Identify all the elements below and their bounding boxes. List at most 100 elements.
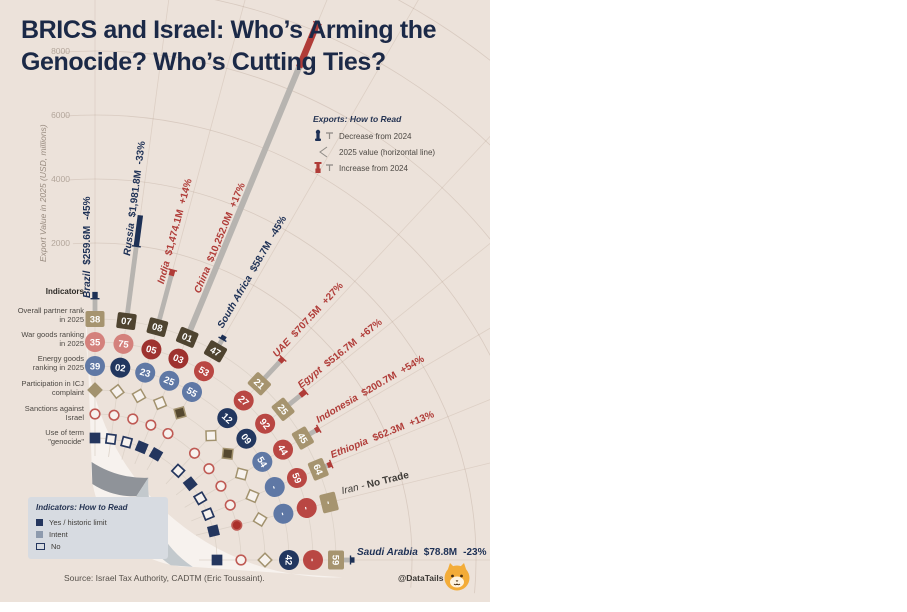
- overall-rank-marker: [307, 458, 329, 481]
- cap-2025-UAE: [279, 354, 287, 362]
- change-segment-China: [296, 21, 321, 69]
- open-square-icon: [36, 542, 45, 550]
- svg-text:35: 35: [90, 337, 101, 348]
- cap-2025-India: [168, 268, 178, 272]
- svg-text:23: 23: [138, 367, 151, 380]
- genocide-marker: [170, 463, 186, 479]
- axis-tick-2000: 2000: [51, 238, 70, 248]
- legend-item-yes: Yes / historic limit: [36, 516, 160, 528]
- sanctions-marker: [145, 419, 157, 431]
- svg-text:02: 02: [114, 362, 126, 374]
- value-line-India: [156, 275, 174, 324]
- svg-text:08: 08: [151, 321, 164, 334]
- sanctions-marker: [108, 409, 120, 421]
- sanctions-marker: [203, 463, 215, 475]
- svg-text:03: 03: [171, 352, 185, 366]
- war-rank-marker: [85, 332, 105, 352]
- overall-rank-marker: [116, 312, 137, 330]
- energy-rank-marker: [252, 451, 273, 472]
- svg-text:59: 59: [289, 471, 303, 485]
- icj-marker: [109, 383, 125, 400]
- country-label-Ethiopia: Ethiopia$62.3M+13%: [329, 409, 436, 461]
- indicator-label-war-goods: War goods ranking in 2025: [21, 330, 84, 348]
- legend-label-increase: Increase from 2024: [339, 163, 408, 173]
- war-rank-marker: [255, 413, 276, 434]
- overall-rank-marker: [328, 550, 344, 570]
- axis-tick-4000: 4000: [51, 174, 70, 184]
- energy-rank-marker: [279, 550, 299, 570]
- country-label-India: India$1,474.1M+14%: [156, 177, 195, 285]
- energy-rank-marker: [182, 381, 202, 402]
- overall-rank-marker: [85, 311, 105, 327]
- change-segment-UAE: [277, 356, 285, 364]
- war-rank-marker: [233, 390, 254, 411]
- cat-mascot-icon: [442, 562, 472, 597]
- svg-text:-: -: [322, 500, 333, 506]
- svg-text:-: -: [300, 505, 311, 511]
- source-note: Source: Israel Tax Authority, CADTM (Eri…: [64, 573, 265, 583]
- indicator-label-sanctions: Sanctions against Israel: [24, 404, 84, 422]
- sanctions-marker: [235, 554, 247, 566]
- value-line-Russia: [124, 245, 139, 317]
- title-line-1: BRICS and Israel: Who’s Arming the: [21, 16, 437, 44]
- energy-rank-marker: [85, 356, 105, 376]
- overall-rank-marker: [291, 426, 314, 450]
- sanctions-marker: [215, 480, 227, 492]
- change-segment-Egypt: [298, 389, 308, 398]
- country-label-Saudi Arabia: Saudi Arabia $78.8M -23%: [357, 547, 487, 558]
- svg-text:05: 05: [145, 344, 159, 358]
- legend-item-intent: Intent: [36, 528, 160, 540]
- overall-rank-marker: [271, 397, 295, 421]
- sanctions-marker: [89, 408, 101, 420]
- value-axis-title: Export Value in 2025 (USD, millions): [38, 124, 48, 262]
- overall-rank-marker: [146, 317, 169, 337]
- country-label-Brazil: Brazil$259.6M-45%: [82, 196, 93, 298]
- genocide-marker: [120, 435, 134, 449]
- icj-marker: [205, 429, 217, 442]
- change-segment-Russia: [133, 214, 144, 247]
- legend-item-increase: Increase from 2024: [313, 160, 483, 176]
- legend-label-no: No: [51, 541, 61, 551]
- genocide-marker: [182, 476, 198, 492]
- icj-marker: [257, 552, 273, 568]
- energy-rank-marker: [135, 362, 156, 383]
- indicator-label-icj: Participation in ICJ complaint: [21, 379, 84, 397]
- icj-marker: [245, 488, 260, 504]
- svg-text:75: 75: [117, 339, 130, 351]
- svg-text:-: -: [277, 511, 288, 517]
- exports-legend-title: Exports: How to Read: [313, 114, 402, 124]
- overall-rank-marker: [319, 491, 339, 514]
- increase-marker-icon: [313, 161, 339, 175]
- value-line-UAE: [261, 360, 282, 382]
- country-label-Iran: Iran - No Trade: [341, 470, 411, 497]
- icj-marker: [234, 467, 249, 481]
- svg-text:-: -: [268, 484, 279, 491]
- country-label-UAE: UAE$707.5M+27%: [271, 281, 346, 360]
- energy-rank-marker: [110, 357, 131, 378]
- overall-rank-marker: [204, 340, 227, 363]
- svg-text:47: 47: [208, 345, 223, 360]
- indicators-legend: Indicators: How to Read Yes / historic l…: [28, 497, 168, 559]
- svg-text:25: 25: [162, 374, 177, 388]
- war-rank-marker: [296, 498, 317, 518]
- indicators-header: Indicators: [45, 287, 84, 296]
- genocide-marker: [192, 490, 208, 506]
- energy-rank-marker: [236, 428, 257, 449]
- overall-rank-marker: [176, 326, 199, 348]
- country-label-Russia: Russia$1,981.8M-33%: [122, 140, 148, 256]
- decrease-marker-icon: [313, 129, 339, 143]
- icj-marker: [131, 388, 147, 404]
- axis-tick-8000: 8000: [51, 46, 70, 56]
- war-rank-marker: [168, 348, 189, 369]
- credit-handle: @DataTails: [398, 573, 444, 583]
- value-line-China: [186, 66, 302, 334]
- indicator-label-genocide-term: Use of term "genocide": [45, 428, 84, 446]
- indicator-label-energy-goods: Energy goods ranking in 2025: [32, 354, 84, 372]
- cap-2025-Indonesia: [315, 424, 322, 433]
- value-cap-icon: [313, 146, 339, 158]
- sanctions-marker: [231, 519, 243, 531]
- energy-rank-marker: [273, 503, 294, 524]
- cap-2025-China: [312, 20, 322, 26]
- page-title: BRICS and Israel: Who’s Arming the Genoc…: [21, 14, 461, 78]
- icj-marker: [173, 405, 187, 420]
